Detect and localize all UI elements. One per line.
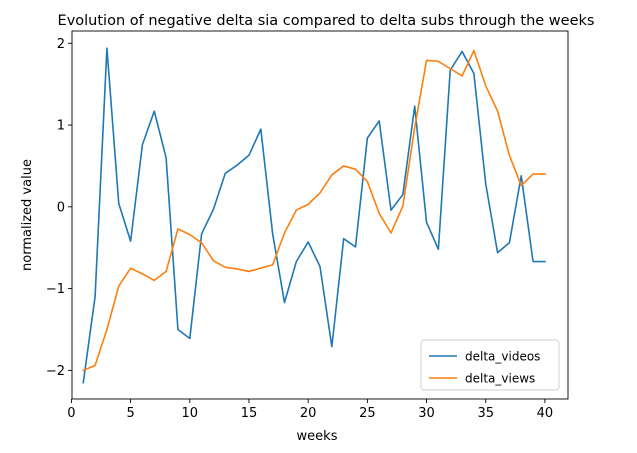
legend-label-delta_videos: delta_videos xyxy=(465,350,540,364)
y-tick-label: −2 xyxy=(46,364,65,379)
plot-area: 0 5 10 15 20 25 30 35 40 −2 −1 0 1 2 delta_videosdelta… xyxy=(46,30,569,421)
y-axis-title: normalized value xyxy=(20,159,35,271)
y-tick-label: 2 xyxy=(57,37,65,52)
x-tick-label: 0 xyxy=(67,406,75,421)
x-tick-label: 30 xyxy=(418,406,435,421)
chart-title: Evolution of negative delta sia compared… xyxy=(58,13,595,29)
x-tick-label: 20 xyxy=(300,406,317,421)
series-line-delta_videos xyxy=(82,47,546,384)
x-tick-label: 35 xyxy=(477,406,494,421)
y-tick-label: −1 xyxy=(46,282,65,297)
x-tick-label: 25 xyxy=(359,406,376,421)
legend-label-delta_views: delta_views xyxy=(465,372,535,386)
y-tick-label: 0 xyxy=(57,200,65,215)
x-tick-label: 5 xyxy=(126,406,134,421)
x-tick-label: 15 xyxy=(241,406,258,421)
plot-frame xyxy=(71,30,569,400)
x-axis-title: weeks xyxy=(297,429,338,444)
y-tick-label: 1 xyxy=(57,119,65,134)
x-tick-label: 40 xyxy=(537,406,554,421)
series-line-delta_views xyxy=(82,49,546,372)
x-tick-label: 10 xyxy=(182,406,199,421)
